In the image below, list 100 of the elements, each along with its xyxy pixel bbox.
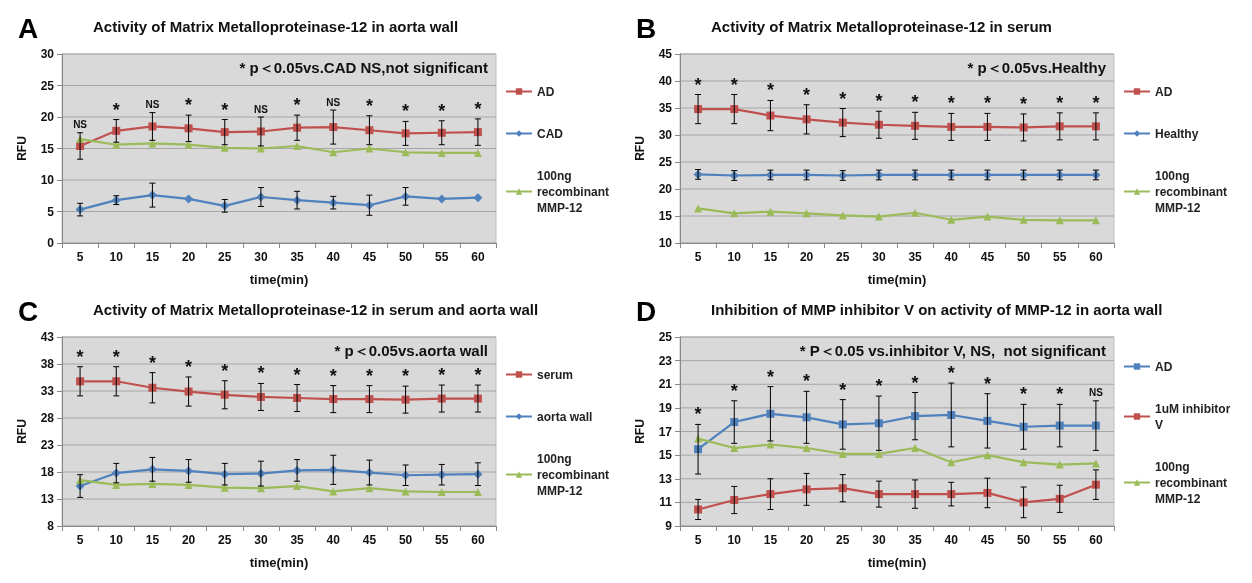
annotation: *	[438, 100, 446, 121]
x-tick-label: 5	[694, 250, 702, 264]
annotation: *	[875, 376, 883, 397]
annotation: *	[983, 93, 991, 114]
point	[802, 209, 811, 218]
x-tick-label: 45	[980, 250, 995, 264]
y-tick-label: 20	[40, 110, 55, 124]
y-tick-label: 38	[40, 357, 55, 371]
annotation: NS	[73, 119, 88, 131]
x-tick-label: 60	[471, 533, 485, 547]
point	[1019, 458, 1028, 467]
x-tick-label: 30	[872, 250, 886, 264]
point	[473, 193, 483, 203]
legend-label: 100ng recombinant MMP-12	[537, 168, 613, 215]
y-tick-label: 30	[40, 47, 55, 61]
x-tick-label: 15	[145, 533, 160, 547]
annotation: *	[1020, 384, 1028, 405]
x-tick-label: 35	[908, 250, 923, 264]
x-tick-label: 15	[763, 250, 778, 264]
point	[1055, 460, 1064, 469]
x-tick-label: 10	[109, 250, 124, 264]
x-tick-label: 5	[694, 533, 702, 547]
x-axis-title: time(min)	[867, 272, 927, 287]
x-tick-label: 10	[109, 533, 124, 547]
point	[184, 194, 194, 204]
annotation: *	[257, 363, 265, 384]
x-tick-label: 30	[254, 250, 268, 264]
point	[983, 212, 992, 221]
annotation: *	[1020, 93, 1028, 114]
y-tick-label: 40	[658, 74, 673, 88]
y-tick-label: 0	[47, 236, 55, 250]
x-tick-label: 35	[290, 533, 305, 547]
annotation: *	[221, 99, 229, 120]
legend-label: 100ng recombinant MMP-12	[537, 451, 613, 498]
y-tick-label: 33	[40, 384, 55, 398]
y-tick-label: 5	[47, 204, 55, 219]
x-tick-label: 50	[1016, 533, 1031, 547]
x-tick-label: 60	[471, 250, 485, 264]
legend-label: serum	[537, 367, 574, 382]
y-tick-label: 30	[658, 128, 673, 142]
point	[766, 207, 775, 216]
y-tick-label: 23	[40, 438, 55, 452]
y-tick-label: 17	[658, 424, 673, 439]
chart-title: Inhibition of MMP inhibitor V on activity of MMP-12 in aorta wall	[711, 301, 1163, 318]
annotation: *	[947, 363, 955, 384]
annotation: *	[76, 346, 84, 367]
annotation: *	[730, 74, 738, 95]
x-tick-label: 50	[1016, 250, 1031, 264]
text: A	[18, 12, 39, 44]
y-tick-label: 35	[658, 101, 673, 115]
y-axis-title: RFU	[15, 419, 29, 444]
point	[401, 148, 410, 157]
x-tick-label: 45	[980, 533, 995, 547]
annotation: *	[329, 365, 337, 386]
legend-label: AD	[1155, 359, 1173, 374]
point	[911, 444, 920, 453]
annotation: *	[293, 95, 301, 116]
y-tick-label: 25	[658, 155, 673, 169]
x-tick-label: 20	[799, 533, 814, 547]
x-tick-label: 50	[398, 533, 413, 547]
y-axis-title: RFU	[633, 136, 647, 161]
point	[947, 215, 956, 224]
annotation: *	[730, 380, 738, 401]
y-tick-label: 9	[665, 519, 673, 533]
y-tick-label: 43	[40, 330, 55, 344]
x-tick-label: 55	[1053, 250, 1067, 264]
x-tick-label: 60	[1089, 250, 1103, 264]
chart-title: Activity of Matrix Metalloproteinase-12 in serum	[711, 18, 1052, 35]
x-tick-label: 55	[1053, 533, 1067, 547]
x-tick-label: 40	[326, 533, 341, 547]
x-tick-label: 25	[836, 533, 850, 547]
y-tick-label: 10	[40, 173, 55, 187]
y-tick-label: 15	[40, 141, 55, 156]
annotation: *	[803, 84, 811, 105]
point	[473, 148, 482, 157]
text: B	[636, 12, 657, 44]
annotation: *	[365, 95, 373, 116]
annotation: *	[402, 366, 410, 387]
x-tick-label: 30	[254, 533, 268, 547]
x-tick-label: 35	[290, 250, 305, 264]
y-tick-label: 23	[658, 353, 673, 368]
annotation: NS	[326, 96, 341, 108]
y-tick-label: 13	[40, 492, 55, 506]
y-tick-label: 25	[40, 78, 55, 93]
annotation: *	[474, 98, 482, 119]
x-tick-label: 20	[799, 250, 814, 264]
x-tick-label: 5	[76, 533, 84, 547]
x-tick-label: 10	[727, 250, 742, 264]
annotation: *	[148, 352, 156, 373]
x-tick-label: 15	[145, 250, 160, 264]
annotation: * P＜0.05 vs.inhibitor V, NS, not significant	[799, 342, 1106, 359]
y-tick-label: 15	[658, 209, 673, 223]
x-tick-label: 35	[908, 533, 923, 547]
annotation: * p＜0.05vs.CAD NS,not significant	[239, 59, 488, 76]
annotation: NS	[1088, 387, 1104, 399]
x-tick-label: 40	[944, 250, 959, 264]
y-tick-label: 18	[40, 465, 55, 479]
x-tick-label: 15	[763, 533, 778, 547]
y-tick-label: 19	[658, 400, 673, 415]
annotation: *	[694, 404, 702, 425]
